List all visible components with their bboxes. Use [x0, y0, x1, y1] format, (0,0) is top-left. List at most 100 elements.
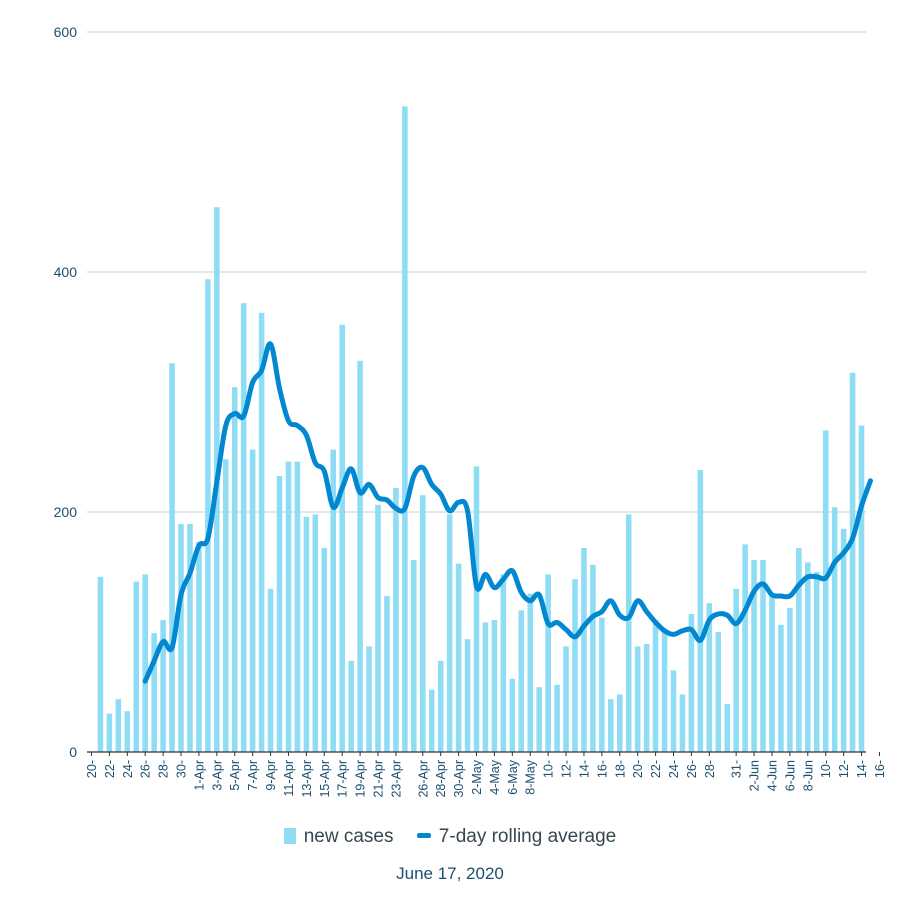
bar	[858, 425, 865, 752]
bar	[384, 596, 390, 752]
bar	[106, 713, 113, 752]
x-tick-label: 8-May	[524, 759, 538, 794]
bar	[616, 694, 623, 752]
bar	[205, 279, 211, 752]
bar-series	[97, 106, 865, 752]
bar	[393, 488, 399, 752]
bar	[778, 624, 784, 752]
bar	[258, 312, 265, 752]
x-tick-label: 2-May	[470, 759, 484, 794]
x-tick-label: 28-	[703, 760, 717, 778]
rolling-average-line	[142, 341, 873, 684]
x-tick-label: 20-	[631, 760, 645, 778]
bar	[223, 459, 229, 752]
bar	[822, 430, 829, 752]
x-tick-label: 31-	[730, 760, 744, 778]
bar	[420, 495, 426, 752]
x-tick-label: 16-	[595, 760, 609, 778]
bar	[285, 461, 292, 752]
x-tick-label: 28-	[157, 760, 171, 778]
bar	[330, 449, 337, 752]
bar	[661, 629, 668, 752]
legend: new cases 7-day rolling average	[0, 826, 900, 848]
bar	[679, 694, 686, 752]
bar	[813, 572, 820, 752]
bar	[697, 470, 704, 752]
bar	[428, 689, 435, 752]
bar	[446, 514, 453, 752]
legend-label-rolling-average: 7-day rolling average	[438, 826, 617, 847]
x-tick-label: 26-Apr	[416, 760, 430, 798]
grid-lines	[87, 31, 866, 513]
bar	[545, 574, 551, 752]
legend-swatch-bar	[283, 828, 296, 844]
x-tick-label: 5-Apr	[228, 760, 242, 791]
bar	[402, 106, 408, 752]
bar	[115, 699, 122, 752]
x-tick-label: 11-Apr	[282, 760, 296, 797]
legend-item-rolling-average: 7-day rolling average	[416, 826, 617, 848]
bar	[500, 574, 507, 752]
bar	[849, 372, 856, 752]
x-tick-label: 1-Apr	[192, 760, 206, 791]
bar	[482, 622, 489, 752]
bar	[455, 563, 462, 752]
x-tick-label: 26-	[139, 760, 153, 778]
bar	[124, 711, 131, 752]
x-tick-label: 24-	[667, 760, 681, 778]
x-tick-label: 13-Apr	[300, 760, 314, 798]
bar	[652, 620, 659, 752]
x-tick-label: 3-Apr	[210, 760, 224, 791]
x-tick-label: 26-	[685, 760, 699, 778]
bar	[437, 660, 444, 752]
bar	[733, 588, 739, 752]
bar	[240, 303, 247, 752]
x-tick-label: 28-Apr	[434, 760, 448, 798]
bar	[249, 449, 256, 752]
bar	[187, 524, 193, 752]
bar	[303, 516, 310, 752]
bar	[375, 504, 381, 752]
bar	[133, 581, 140, 752]
x-tick-label: 30-Apr	[452, 760, 466, 798]
bar	[178, 524, 184, 752]
bar	[366, 646, 372, 752]
x-tick-label: 6-Jun	[783, 760, 797, 791]
x-tick-label: 24-	[121, 760, 135, 778]
y-tick-label: 0	[69, 744, 77, 760]
bar	[196, 542, 202, 752]
bar	[294, 461, 301, 752]
bar	[787, 608, 793, 752]
bar	[581, 548, 587, 752]
x-tick-label: 2-Jun	[748, 760, 762, 791]
bar	[321, 548, 328, 752]
legend-label-new-cases: new cases	[303, 826, 394, 847]
bar	[742, 544, 748, 752]
x-tick-label: 23-Apr	[389, 760, 403, 798]
bar	[769, 596, 775, 752]
y-tick-label: 200	[54, 504, 78, 520]
bar	[831, 507, 838, 752]
bar	[527, 593, 533, 752]
x-tick-label: 20-	[85, 760, 99, 778]
line-series	[142, 341, 873, 684]
bar	[536, 687, 542, 752]
legend-swatch-line	[416, 833, 431, 838]
bar	[276, 476, 283, 752]
bar	[142, 574, 148, 752]
y-tick-label: 600	[54, 24, 78, 40]
x-tick-label: 17-Apr	[336, 760, 350, 798]
bar	[267, 588, 274, 752]
bar	[348, 660, 354, 752]
legend-item-new-cases: new cases	[283, 826, 394, 848]
bar	[608, 699, 614, 752]
bar	[509, 678, 516, 752]
bar	[796, 548, 802, 752]
x-tick-label: 15-Apr	[318, 760, 332, 798]
bar	[231, 387, 238, 752]
x-tick-label: 21-Apr	[372, 760, 386, 798]
x-tick-label: 10-	[542, 760, 556, 778]
bar	[572, 579, 578, 752]
